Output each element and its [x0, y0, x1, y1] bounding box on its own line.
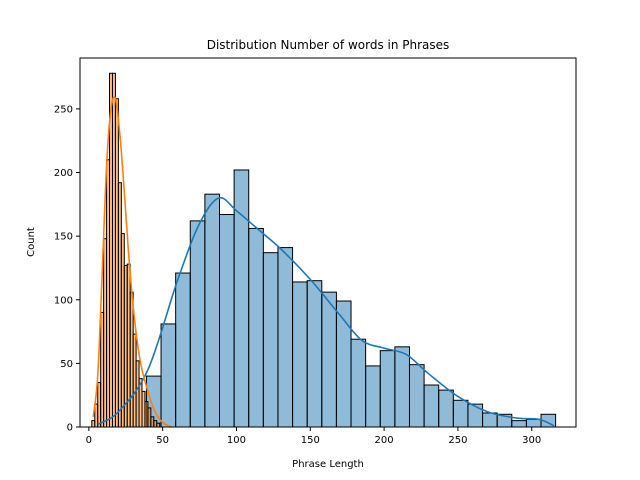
bar [438, 389, 454, 428]
bar [408, 364, 425, 428]
bar [204, 193, 220, 428]
bar [248, 228, 264, 428]
bar [452, 399, 469, 428]
bar [423, 384, 440, 428]
axes-frame [79, 57, 577, 428]
y-tick-label: 200 [54, 168, 73, 179]
bar [482, 412, 498, 428]
bar [219, 214, 235, 428]
bar [233, 169, 250, 428]
x-tick-label: 100 [227, 435, 246, 446]
y-tick-label: 150 [54, 232, 73, 243]
y-tick-label: 50 [60, 359, 73, 370]
x-tick-label: 250 [448, 435, 467, 446]
series-0-bars [145, 169, 557, 428]
bar [511, 420, 527, 428]
bar [160, 323, 177, 428]
bar [175, 272, 191, 428]
series-0-kde-line [97, 196, 555, 427]
x-axis-label: Phrase Length [292, 459, 364, 470]
chart-title: Distribution Number of words in Phrases [207, 38, 450, 52]
series-1-bars [91, 72, 161, 428]
bar [262, 252, 279, 428]
x-tick-label: 200 [375, 435, 394, 446]
y-axis-ticks: 0 50 100 150 200 250 [54, 104, 80, 434]
y-tick-label: 100 [54, 295, 73, 306]
x-tick-label: 50 [156, 435, 169, 446]
bar [321, 291, 337, 428]
y-tick-label: 0 [67, 423, 73, 434]
y-axis-label: Count [26, 227, 37, 257]
x-axis-ticks: 0 50 100 150 200 250 300 [86, 427, 541, 446]
bar [365, 365, 381, 428]
x-tick-label: 300 [522, 435, 541, 446]
x-tick-label: 0 [86, 435, 92, 446]
bar [306, 280, 323, 428]
bar [277, 247, 294, 428]
plot-area [91, 72, 557, 428]
bar [525, 418, 542, 428]
bar [350, 338, 367, 428]
bar [189, 220, 206, 428]
y-tick-label: 250 [54, 104, 73, 115]
series-1-kde-line [92, 96, 172, 428]
bar [379, 350, 396, 428]
x-tick-label: 150 [301, 435, 320, 446]
bar [394, 346, 410, 428]
bar [156, 422, 161, 428]
bar [467, 403, 484, 428]
bar [292, 281, 308, 428]
